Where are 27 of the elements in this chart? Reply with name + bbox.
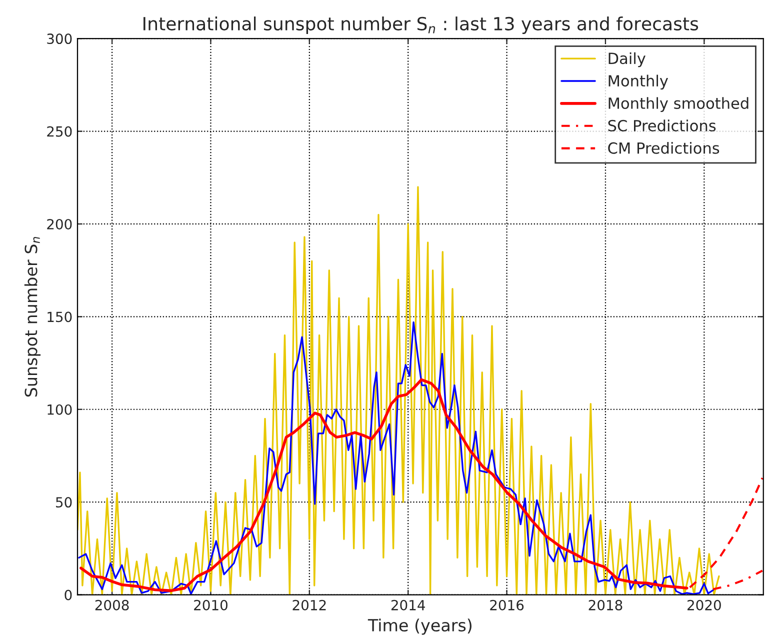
x-tick-label: 2012 xyxy=(292,600,326,610)
legend-label: SC Predictions xyxy=(608,120,716,132)
y-tick-label: 100 xyxy=(48,404,72,415)
x-tick-label: 2008 xyxy=(95,600,129,610)
y-tick-label: 250 xyxy=(47,126,72,137)
line-series xyxy=(80,378,688,592)
chart-title: International sunspot number S$_{n}$ : last 13 years and forecasts xyxy=(144,16,698,34)
x-tick-label: 2010 xyxy=(194,600,228,610)
x-tick-label: 2020 xyxy=(688,600,721,610)
legend-label: CM Predictions xyxy=(608,142,720,154)
x-tick-label: 2018 xyxy=(588,600,622,610)
y-tick-label: 200 xyxy=(47,218,72,230)
line-series xyxy=(78,186,720,595)
legend-label: Daily xyxy=(608,52,646,68)
y-axis-title: Sunspot number S$_{n}$ xyxy=(24,236,41,397)
x-axis-title: Time (years) xyxy=(368,618,472,635)
legend-label: Monthly xyxy=(608,74,668,90)
y-tick-label: 0 xyxy=(64,590,72,600)
x-tick-label: 2016 xyxy=(490,600,524,610)
line-series xyxy=(712,570,764,590)
line-series xyxy=(688,476,764,588)
y-tick-label: 50 xyxy=(56,497,72,508)
y-tick-label: 150 xyxy=(48,312,72,322)
x-tick-label: 2014 xyxy=(391,600,425,610)
y-tick-label: 300 xyxy=(47,34,72,44)
line-series xyxy=(78,321,714,595)
legend-label: Monthly smoothed xyxy=(608,97,748,112)
